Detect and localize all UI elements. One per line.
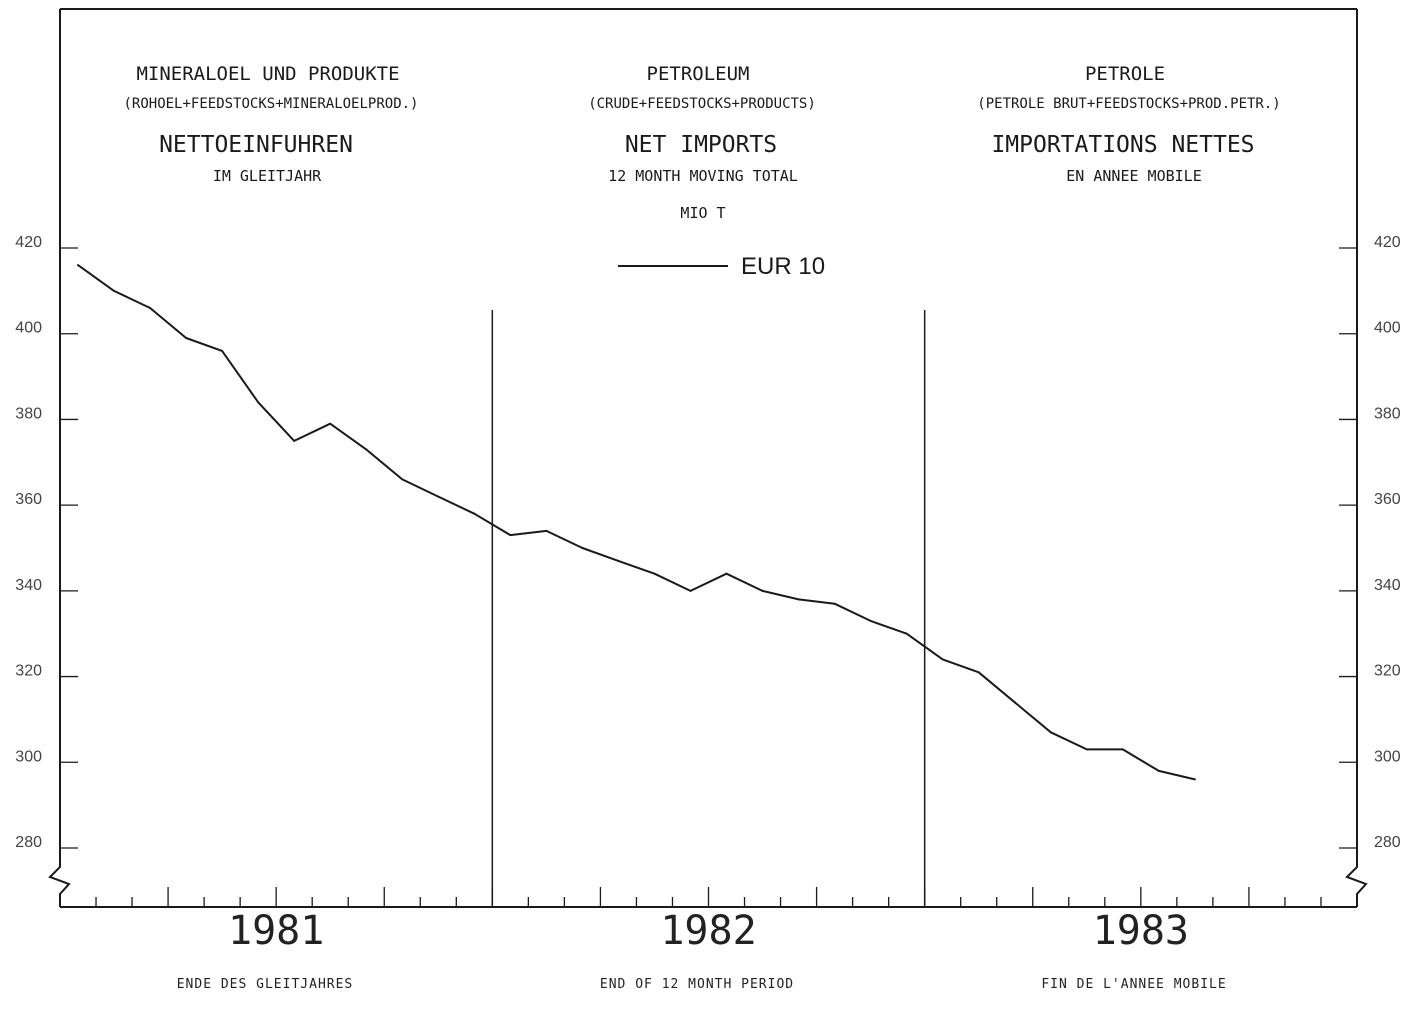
title-measure-de: NETTOEINFUHREN xyxy=(159,132,353,158)
y-tick-label-left-320: 320 xyxy=(15,663,42,680)
title-subheading-de: (ROHOEL+FEEDSTOCKS+MINERALOELPROD.) xyxy=(123,96,418,112)
series-layer xyxy=(77,264,1196,781)
series-line-0 xyxy=(77,264,1196,781)
data-point-7 xyxy=(329,422,332,425)
y-tick-label-right-400: 400 xyxy=(1374,320,1401,337)
year-label-1983: 1983 xyxy=(1093,908,1189,954)
footer-fr: FIN DE L'ANNEE MOBILE xyxy=(1041,977,1226,992)
data-point-1 xyxy=(113,289,116,292)
data-point-24 xyxy=(941,658,944,661)
title-period-de: IM GLEITJAHR xyxy=(213,167,322,185)
title-period-fr: EN ANNEE MOBILE xyxy=(1066,167,1201,185)
data-point-12 xyxy=(509,534,512,537)
y-tick-label-right-340: 340 xyxy=(1374,577,1401,594)
y-axis-left: 280 300 320 340 360 380 400 420 xyxy=(15,234,78,851)
x-axis-ticks xyxy=(95,887,1322,907)
y-tick-label-left-360: 360 xyxy=(15,491,42,508)
title-block-de: MINERALOEL UND PRODUKTE (ROHOEL+FEEDSTOC… xyxy=(123,63,418,185)
year-label-1981: 1981 xyxy=(228,908,324,954)
data-point-26 xyxy=(1013,701,1016,704)
data-point-30 xyxy=(1157,769,1160,772)
data-point-14 xyxy=(581,547,584,549)
y-tick-label-left-380: 380 xyxy=(15,405,42,422)
y-tick-label-right-320: 320 xyxy=(1374,663,1401,680)
y-tick-label-right-360: 360 xyxy=(1374,491,1401,508)
data-point-22 xyxy=(869,619,872,622)
title-unit: MIO T xyxy=(680,204,725,222)
data-point-9 xyxy=(401,478,404,481)
title-heading-fr: PETROLE xyxy=(1085,63,1165,85)
data-point-19 xyxy=(761,589,764,592)
data-point-16 xyxy=(653,572,656,575)
year-label-1982: 1982 xyxy=(660,908,756,954)
year-labels: 1981 1982 1983 xyxy=(228,908,1189,954)
data-point-4 xyxy=(221,349,224,352)
footer: ENDE DES GLEITJAHRES END OF 12 MONTH PER… xyxy=(177,977,1226,992)
data-point-8 xyxy=(365,448,368,451)
data-point-25 xyxy=(977,671,980,674)
frame-left-axis xyxy=(48,9,71,907)
data-point-10 xyxy=(437,495,440,498)
title-subheading-en: (CRUDE+FEEDSTOCKS+PRODUCTS) xyxy=(588,96,816,112)
legend: EUR 10 xyxy=(618,253,825,280)
data-point-29 xyxy=(1121,748,1124,751)
title-heading-de: MINERALOEL UND PRODUKTE xyxy=(136,63,399,85)
data-point-17 xyxy=(689,589,692,592)
data-point-20 xyxy=(797,598,800,601)
data-point-23 xyxy=(905,632,908,635)
data-point-31 xyxy=(1193,778,1196,781)
y-axis-right: 280 300 320 340 360 380 400 420 xyxy=(1339,234,1401,851)
title-block-fr: PETROLE (PETROLE BRUT+FEEDSTOCKS+PROD.PE… xyxy=(977,63,1280,185)
y-tick-label-left-340: 340 xyxy=(15,577,42,594)
y-tick-label-left-280: 280 xyxy=(15,834,42,851)
data-point-3 xyxy=(185,337,188,339)
y-tick-label-right-300: 300 xyxy=(1374,748,1401,765)
title-heading-en: PETROLEUM xyxy=(647,63,750,85)
title-measure-en: NET IMPORTS xyxy=(625,132,777,158)
y-tick-label-left-420: 420 xyxy=(15,234,42,251)
title-block-en: PETROLEUM (CRUDE+FEEDSTOCKS+PRODUCTS) NE… xyxy=(588,63,816,222)
data-point-6 xyxy=(293,439,296,442)
data-point-28 xyxy=(1085,748,1088,751)
footer-en: END OF 12 MONTH PERIOD xyxy=(600,977,794,992)
y-tick-label-right-420: 420 xyxy=(1374,234,1401,251)
y-tick-label-left-300: 300 xyxy=(15,748,42,765)
year-separators xyxy=(491,310,926,907)
data-point-15 xyxy=(617,559,620,562)
title-measure-fr: IMPORTATIONS NETTES xyxy=(991,132,1254,158)
y-tick-label-right-380: 380 xyxy=(1374,405,1401,422)
title-period-en: 12 MONTH MOVING TOTAL xyxy=(608,167,798,185)
data-point-0 xyxy=(77,264,80,267)
data-point-2 xyxy=(149,307,152,309)
data-point-18 xyxy=(725,572,728,575)
frame-right-axis xyxy=(1345,9,1368,907)
data-point-5 xyxy=(257,401,260,404)
y-tick-label-right-280: 280 xyxy=(1374,834,1401,851)
footer-de: ENDE DES GLEITJAHRES xyxy=(177,977,354,992)
y-tick-label-left-400: 400 xyxy=(15,320,42,337)
data-point-27 xyxy=(1049,731,1052,734)
data-point-11 xyxy=(473,512,476,515)
title-subheading-fr: (PETROLE BRUT+FEEDSTOCKS+PROD.PETR.) xyxy=(977,96,1280,112)
data-point-13 xyxy=(545,529,548,532)
data-point-21 xyxy=(833,602,836,605)
legend-label: EUR 10 xyxy=(741,253,825,280)
